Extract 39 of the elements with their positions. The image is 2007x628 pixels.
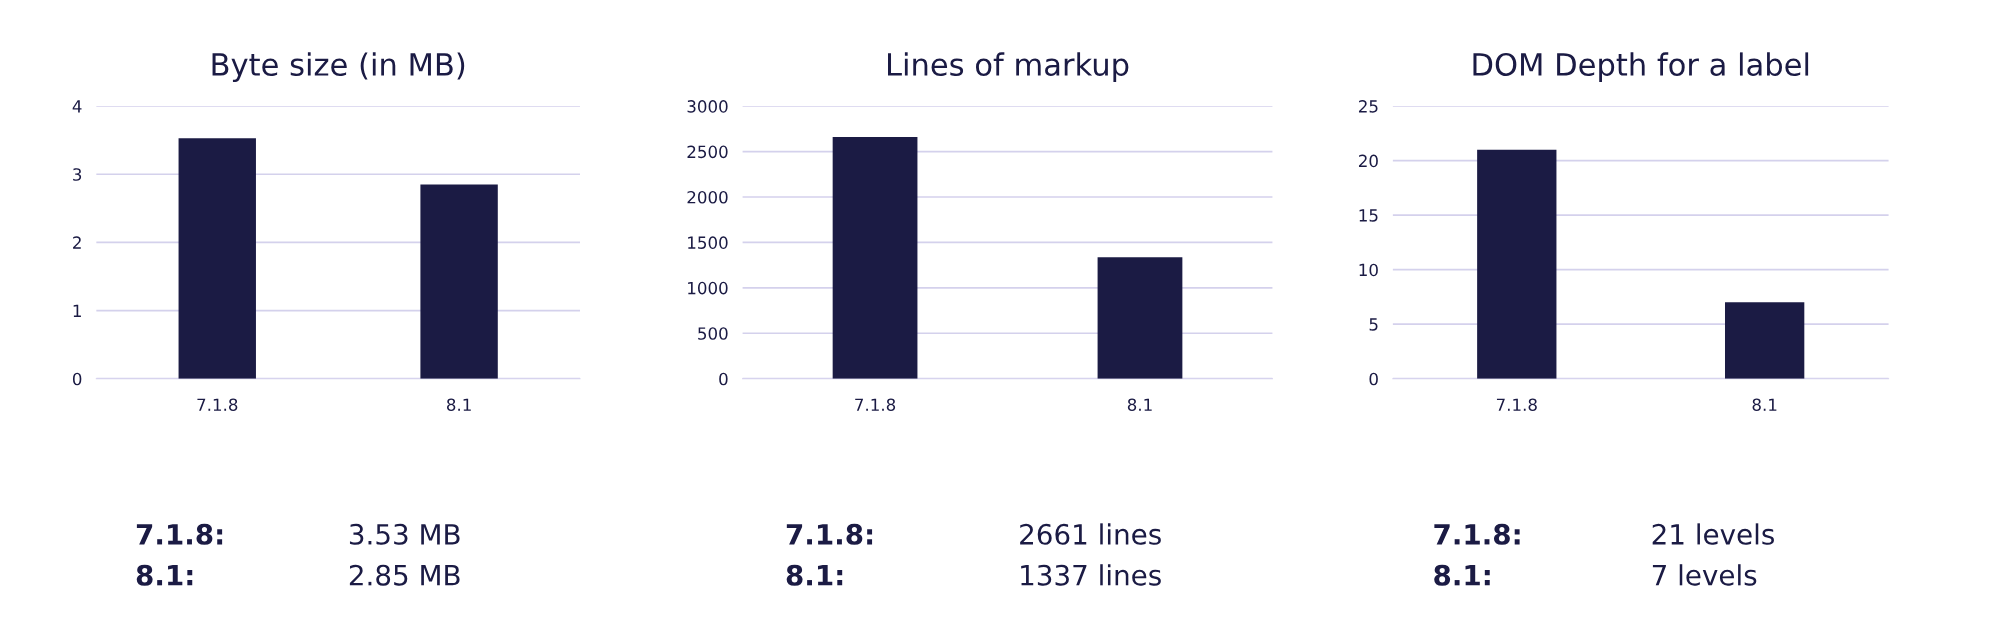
y-tick-label: 25 <box>1358 100 1378 113</box>
y-tick-label: 2000 <box>687 190 728 204</box>
x-tick-label: 7.1.8 <box>855 398 896 412</box>
y-tick-label: 2 <box>73 236 81 249</box>
y-tick-label: 15 <box>1359 209 1378 222</box>
y-tick-label: 0 <box>72 372 82 386</box>
text: 7.1.8: <box>136 523 223 545</box>
text: 7.1.8: <box>786 523 873 545</box>
x-tick-label: 8.1 <box>446 398 471 412</box>
y-tick-label: 0 <box>1369 372 1378 386</box>
y-tick-label: 1 <box>73 304 81 317</box>
y-tick-label: 0 <box>719 372 728 386</box>
x-tick-label: 7.1.8 <box>1496 398 1537 412</box>
text: 8.1: <box>136 564 193 586</box>
text: 7.1.8: <box>1434 523 1520 545</box>
text: 3.53 MB <box>349 523 460 545</box>
y-tick-label: 5 <box>1369 318 1378 331</box>
text: 8.1: <box>1434 564 1490 586</box>
x-tick-label: 8.1 <box>1752 398 1777 412</box>
y-tick-label: 2500 <box>687 145 728 159</box>
y-tick-label: 1000 <box>688 281 728 295</box>
x-tick-label: 7.1.8 <box>197 398 238 412</box>
chart-title: Byte size (in MB) <box>212 52 465 82</box>
y-tick-label: 10 <box>1359 263 1378 277</box>
text: 2.85 MB <box>349 564 460 586</box>
text: 8.1: <box>786 564 843 586</box>
y-tick-label: 20 <box>1358 154 1378 168</box>
chart-title: Lines of markup <box>888 52 1129 82</box>
text: 21 levels <box>1652 523 1774 545</box>
text: 2661 lines <box>1020 523 1161 545</box>
y-tick-label: 4 <box>72 100 82 113</box>
x-tick-label: 8.1 <box>1127 398 1152 412</box>
y-tick-label: 3 <box>73 168 82 181</box>
text: 1337 lines <box>1021 564 1161 586</box>
chart-title: DOM Depth for a label <box>1473 52 1809 82</box>
y-tick-label: 1500 <box>688 236 728 249</box>
y-tick-label: 3000 <box>687 100 728 113</box>
y-tick-label: 500 <box>698 327 728 340</box>
text: 7 levels <box>1652 564 1757 586</box>
